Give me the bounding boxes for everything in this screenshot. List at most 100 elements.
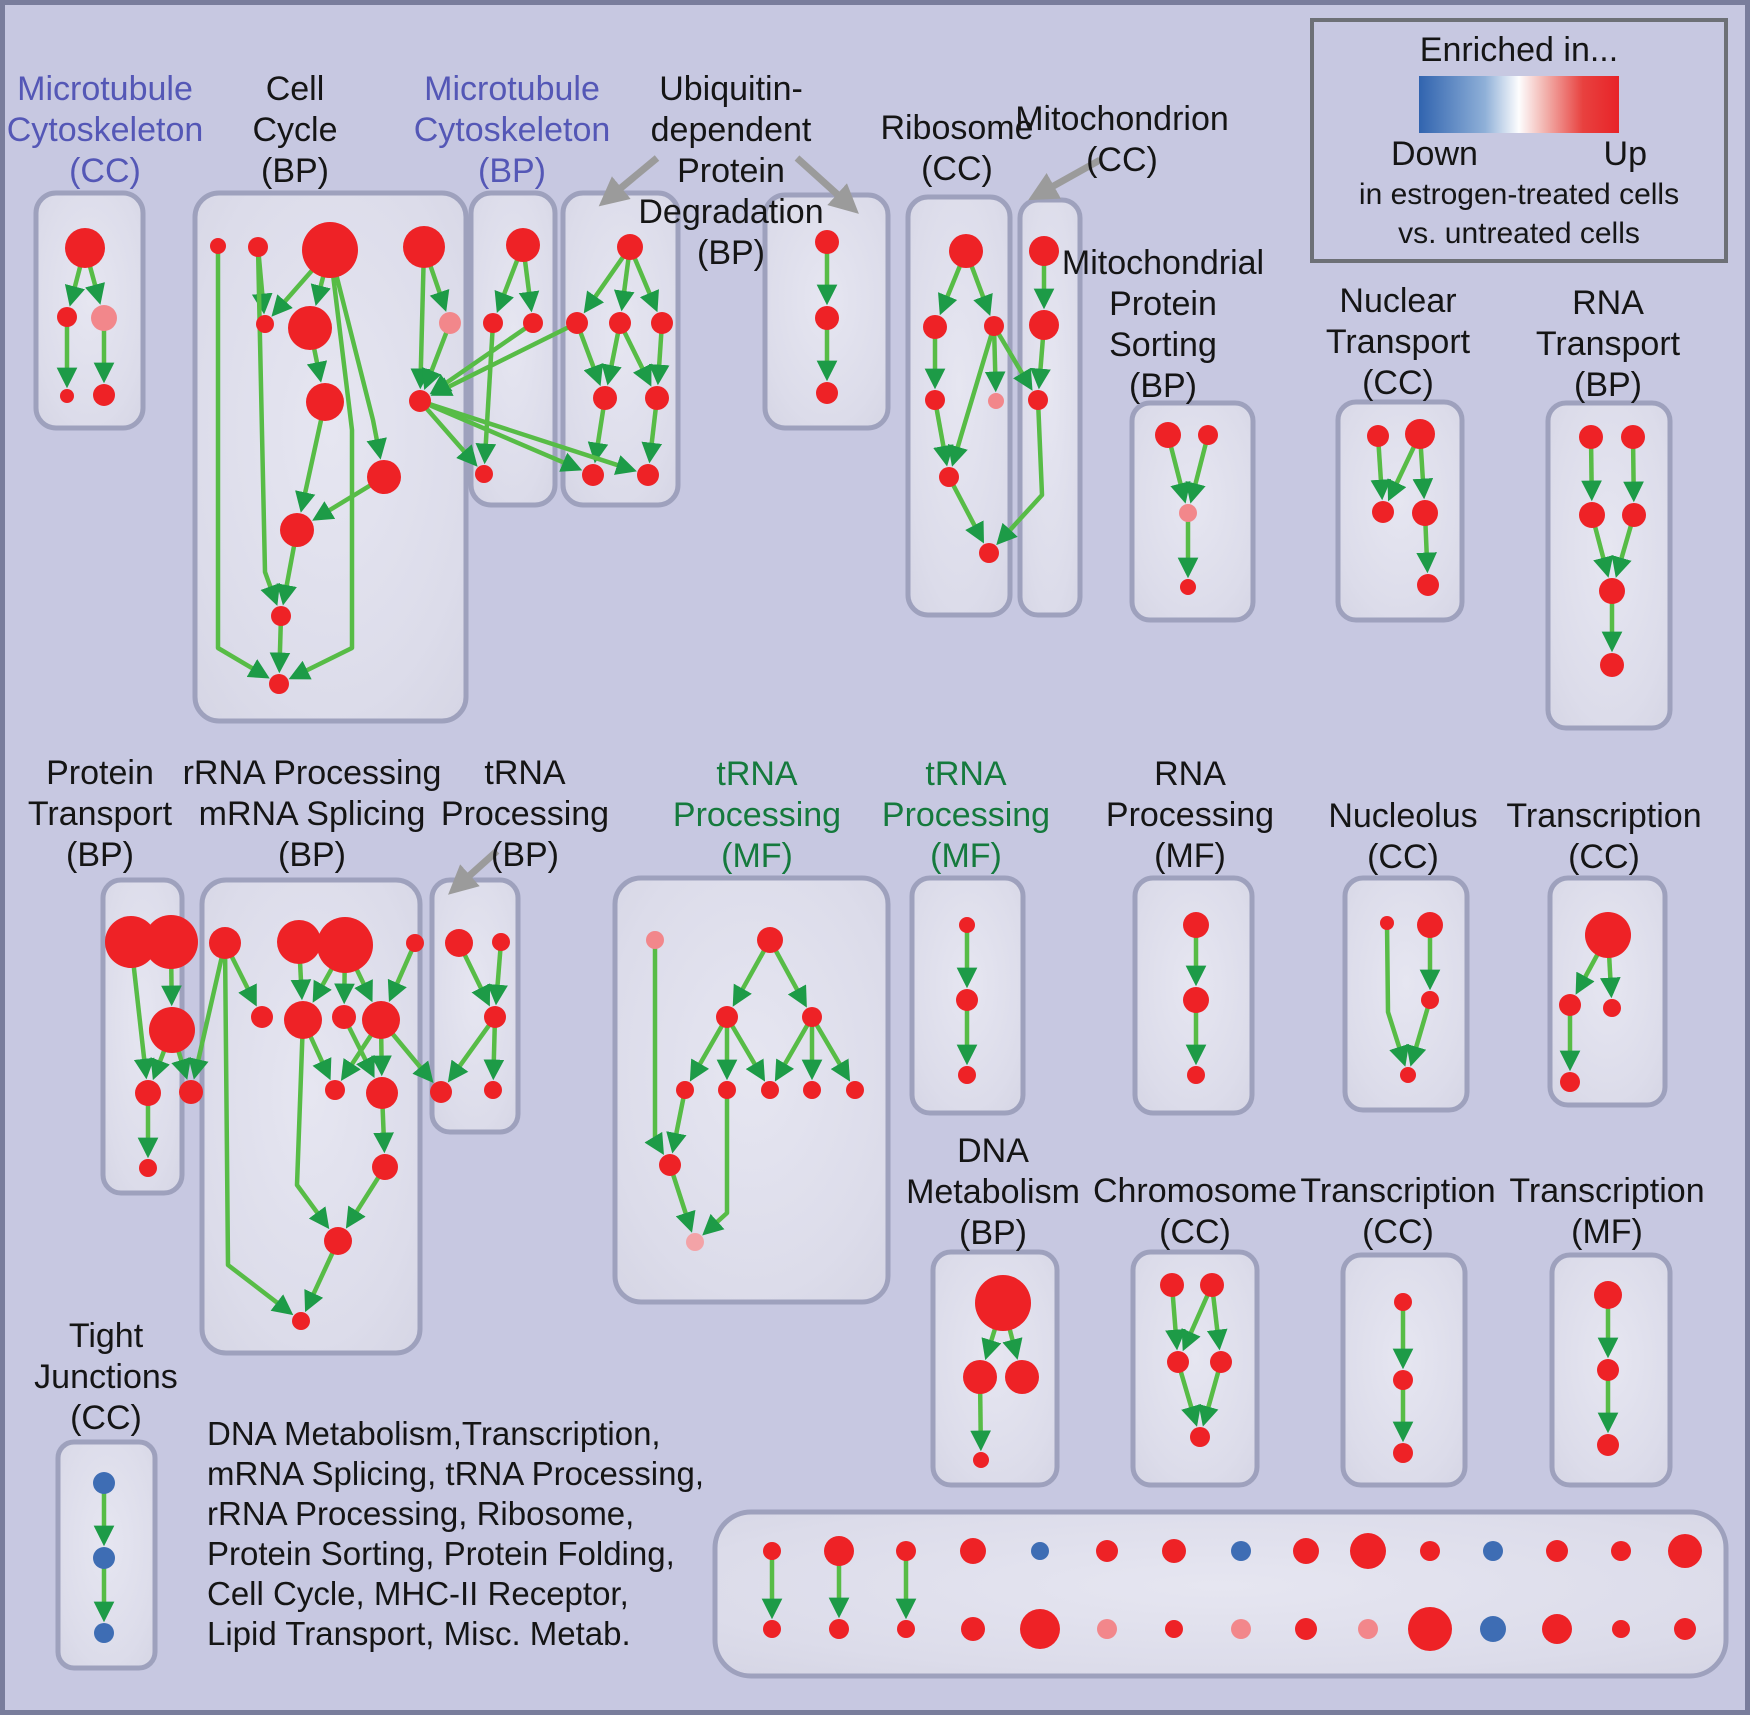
node-h1: [956, 989, 978, 1011]
node-t4: [484, 1081, 502, 1099]
node-a3: [60, 389, 74, 403]
edge-c8-u6: [419, 398, 583, 472]
group-box-microtubule-bp: [468, 190, 558, 508]
node-p3: [135, 1080, 161, 1106]
node-n3: [1412, 500, 1438, 526]
edge-g0-g9: [644, 940, 664, 1155]
node-u3: [651, 312, 673, 334]
node-wb3: [961, 1617, 985, 1641]
annotation-arrow-2: [1028, 156, 1102, 201]
node-g4: [676, 1081, 694, 1099]
node-n1: [1405, 419, 1435, 449]
group-label-20: Transcription (MF): [1509, 1172, 1704, 1251]
group-label-1: Cell Cycle (BP): [252, 70, 337, 190]
node-a4: [93, 384, 115, 406]
node-f5: [284, 1001, 322, 1039]
node-wb8: [1295, 1618, 1317, 1640]
node-p0: [105, 916, 157, 968]
group-label-12: tRNA Processing (MF): [673, 755, 841, 875]
node-c8: [409, 390, 431, 412]
edge-l2-l3: [1406, 999, 1433, 1067]
node-u7: [637, 464, 659, 486]
node-t1: [492, 933, 510, 951]
node-mt2: [1028, 390, 1048, 410]
node-e0: [1160, 1273, 1184, 1297]
legend-caption-line2: vs. untreated cells: [1398, 217, 1640, 250]
edge-g2-g6: [725, 1015, 766, 1082]
node-x2: [1393, 1443, 1413, 1463]
node-l1: [1417, 912, 1443, 938]
node-wt11: [1483, 1541, 1503, 1561]
edge-t1-t2: [487, 941, 508, 1006]
node-g0: [646, 931, 664, 949]
node-rb4: [988, 393, 1004, 409]
group-label-9: Protein Transport (BP): [28, 754, 173, 874]
group-label-16: Transcription (CC): [1506, 797, 1701, 876]
node-x0: [1394, 1293, 1412, 1311]
node-f10: [372, 1154, 398, 1180]
node-y2: [1597, 1434, 1619, 1456]
node-wb4: [1020, 1609, 1060, 1649]
node-wb11: [1480, 1616, 1506, 1642]
group-label-4: Ribosome (CC): [880, 109, 1033, 188]
group-label-17: DNA Metabolism (BP): [906, 1132, 1080, 1252]
node-t0: [445, 929, 473, 957]
node-s2: [1179, 504, 1197, 522]
node-c2: [302, 222, 358, 278]
node-e3: [1210, 1351, 1232, 1373]
node-a2: [91, 305, 117, 331]
edge-c1-c11: [255, 246, 280, 606]
node-q4: [1599, 578, 1625, 604]
node-mt0: [1029, 236, 1059, 266]
group-label-10: rRNA Processing mRNA Splicing (BP): [183, 754, 442, 874]
node-rb1: [923, 315, 947, 339]
group-box-nuclear-transport: [1335, 399, 1465, 623]
group-label-11: tRNA Processing (BP): [441, 754, 609, 874]
text-line: Lipid Transport, Misc. Metab.: [207, 1615, 631, 1652]
node-k0: [1183, 912, 1209, 938]
legend-down-label: Down: [1391, 135, 1478, 173]
node-wb12: [1542, 1614, 1572, 1644]
edge-c8-u7: [419, 398, 637, 475]
legend-title: Enriched in...: [1419, 31, 1619, 69]
node-s0: [1155, 422, 1181, 448]
node-f12: [292, 1312, 310, 1330]
node-y1: [1597, 1359, 1619, 1381]
node-q5: [1600, 653, 1624, 677]
node-wb13: [1612, 1620, 1630, 1638]
node-c10: [280, 513, 314, 547]
node-wt9: [1350, 1533, 1386, 1569]
node-v0: [815, 230, 839, 254]
node-j1: [93, 1547, 115, 1569]
node-m0: [506, 228, 540, 262]
node-t2: [484, 1006, 506, 1028]
edge-c2-c12: [288, 249, 355, 680]
node-f11: [324, 1227, 352, 1255]
node-u2: [609, 312, 631, 334]
edge-f5-f11: [294, 1019, 330, 1230]
node-wt4: [1031, 1542, 1049, 1560]
node-wb9: [1358, 1619, 1378, 1639]
node-u5: [645, 386, 669, 410]
node-f0: [209, 927, 241, 959]
text-line: Cell Cycle, MHC-II Receptor,: [207, 1575, 629, 1612]
node-w3: [1560, 1072, 1580, 1092]
node-w0: [1585, 912, 1631, 958]
node-s1: [1198, 425, 1218, 445]
edge-s1-s2: [1185, 434, 1211, 504]
node-w1: [1559, 994, 1581, 1016]
node-j2: [94, 1623, 114, 1643]
node-f3: [406, 934, 424, 952]
group-box-trna-mf-1: [612, 875, 891, 1305]
edge-rb2-mt2: [992, 324, 1033, 391]
node-rb5: [939, 467, 959, 487]
group-label-0: Microtubule Cytoskeleton (CC): [7, 70, 204, 190]
edge-g3-g8: [810, 1015, 851, 1082]
node-c9: [367, 460, 401, 494]
node-y0: [1594, 1281, 1622, 1309]
node-q2: [1579, 502, 1605, 528]
text-line: rRNA Processing, Ribosome,: [207, 1495, 635, 1532]
node-d0: [975, 1275, 1031, 1331]
